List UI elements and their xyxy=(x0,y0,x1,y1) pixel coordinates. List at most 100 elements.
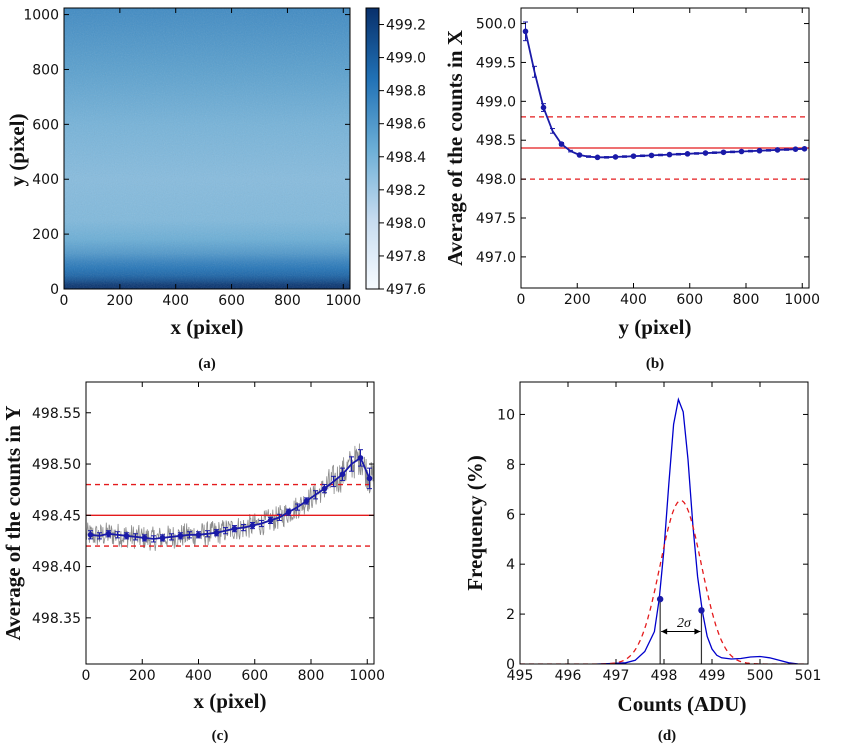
data-point xyxy=(303,498,310,504)
x-tick-label: 501 xyxy=(795,668,822,684)
x-tick-label: 0 xyxy=(82,668,91,684)
colorbar-tick-label: 498.0 xyxy=(386,216,426,232)
y-tick-label: 499.5 xyxy=(476,55,516,71)
data-point xyxy=(612,154,619,160)
arrow-head-right xyxy=(694,628,701,635)
y-tick-label: 400 xyxy=(32,172,59,188)
x-tick-label: 800 xyxy=(274,293,301,309)
data-point xyxy=(285,509,292,516)
x-tick-label: 499 xyxy=(699,668,726,684)
x-tick-label: 495 xyxy=(507,668,534,684)
series-d xyxy=(520,397,808,664)
data-point xyxy=(792,146,799,152)
data-point xyxy=(267,517,274,524)
colorbar-tick-label: 499.2 xyxy=(386,18,426,34)
x-tick-label: 400 xyxy=(162,293,189,309)
data-point xyxy=(720,149,727,156)
y-ticks-b: 497.0 497.5 498.0 498.5 499.0 499.5 500.0 xyxy=(476,17,809,266)
data-point xyxy=(630,153,637,159)
colorbar-ticks: 499.2 499.0 498.8 498.6 498.4 498.2 498.0 497.8… xyxy=(379,18,426,298)
colorbar-tick-label: 498.8 xyxy=(386,84,426,100)
two-sigma-annotation: 2σ xyxy=(656,595,705,664)
data-point xyxy=(666,151,673,158)
data-point xyxy=(231,525,238,532)
y-tick-label: 498.40 xyxy=(32,560,81,576)
colorbar-tick-label: 497.8 xyxy=(386,249,426,265)
y-tick-label: 498.55 xyxy=(32,406,81,422)
two-sigma-label: 2σ xyxy=(677,616,692,631)
x-tick-label: 800 xyxy=(733,292,760,308)
x-tick-label: 496 xyxy=(555,668,582,684)
x-axis-label-b: y (pixel) xyxy=(619,315,692,339)
x-tick-label: 200 xyxy=(106,293,133,309)
y-axis-label-d: Frequency (%) xyxy=(463,455,487,591)
y-tick-label: 8 xyxy=(506,457,515,473)
data-point xyxy=(321,485,328,492)
data-point xyxy=(648,152,655,159)
histogram-line xyxy=(596,397,799,664)
x-axis-label-d: Counts (ADU) xyxy=(618,692,747,716)
data-point xyxy=(339,471,346,478)
x-ticks-a: 0 200 400 600 800 1000 xyxy=(60,8,361,309)
y-tick-label: 200 xyxy=(32,227,59,243)
data-point xyxy=(357,455,364,461)
y-tick-label: 2 xyxy=(506,607,515,623)
caption-d: (d) xyxy=(658,728,676,744)
x-tick-label: 1000 xyxy=(784,292,820,308)
data-point xyxy=(702,150,709,156)
x-tick-label: 600 xyxy=(676,292,703,308)
caption-c: (c) xyxy=(212,728,229,744)
y-ticks-c: 498.35 498.40 498.45 498.50 498.55 xyxy=(32,406,374,627)
x-tick-label: 600 xyxy=(218,293,245,309)
y-axis-label-a: y (pixel) xyxy=(5,114,29,187)
axes-frame-d xyxy=(519,381,809,665)
y-tick-label: 498.45 xyxy=(32,508,81,524)
raw-series-c xyxy=(86,443,374,551)
y-tick-label: 497.0 xyxy=(476,250,516,266)
y-tick-label: 0 xyxy=(50,282,59,298)
data-point xyxy=(141,535,148,541)
caption-b: (b) xyxy=(646,356,664,372)
data-point xyxy=(522,28,529,35)
arrow-head-left xyxy=(661,628,668,635)
x-tick-label: 497 xyxy=(603,668,630,684)
x-ticks-d: 495 496 497 498 499 500 501 xyxy=(507,382,822,684)
colorbar-tick-label: 497.6 xyxy=(386,282,426,298)
x-ticks-b: 0 200 400 600 800 1000 xyxy=(517,8,820,308)
data-point xyxy=(540,104,547,111)
raw-trace xyxy=(86,443,374,551)
series-b xyxy=(522,21,808,161)
x-tick-label: 200 xyxy=(129,668,156,684)
data-point xyxy=(87,531,94,538)
y-tick-label: 1000 xyxy=(23,8,59,24)
data-point xyxy=(594,154,601,161)
y-axis-label-c: Average of the counts in Y xyxy=(1,405,25,640)
y-tick-label: 498.35 xyxy=(32,611,81,627)
x-tick-label: 0 xyxy=(60,293,69,309)
y-ticks-d: 0 2 4 6 8 10 xyxy=(497,407,808,673)
x-tick-label: 400 xyxy=(185,668,212,684)
panel-d: 2σ 495 496 497 498 499 500 501 0 2 4 6 8 10 Counts … xyxy=(463,381,822,744)
caption-a: (a) xyxy=(198,356,216,372)
data-point xyxy=(177,533,184,539)
colorbar-tick-label: 499.0 xyxy=(386,51,426,67)
colorbar-tick-label: 498.4 xyxy=(386,150,426,166)
gaussian-fit-line xyxy=(520,499,808,664)
x-tick-label: 1000 xyxy=(349,668,385,684)
y-tick-label: 10 xyxy=(497,407,515,423)
panel-b: 0 200 400 600 800 1000 497.0497.5498.0498.549… xyxy=(443,7,820,372)
x-tick-label: 800 xyxy=(298,668,325,684)
x-tick-label: 400 xyxy=(620,292,647,308)
panel-c: 0 200 400 600 800 1000 498.35498.40498.45498.… xyxy=(1,381,385,744)
heatmap-noise xyxy=(64,8,350,289)
x-tick-label: 0 xyxy=(517,292,526,308)
data-point xyxy=(774,147,781,153)
x-axis-label-a: x (pixel) xyxy=(171,315,244,339)
y-tick-label: 497.5 xyxy=(476,211,516,227)
y-tick-label: 800 xyxy=(32,62,59,78)
data-point xyxy=(249,522,256,529)
x-tick-label: 500 xyxy=(747,668,774,684)
half-width-point xyxy=(698,607,705,614)
x-axis-label-c: x (pixel) xyxy=(194,689,267,713)
